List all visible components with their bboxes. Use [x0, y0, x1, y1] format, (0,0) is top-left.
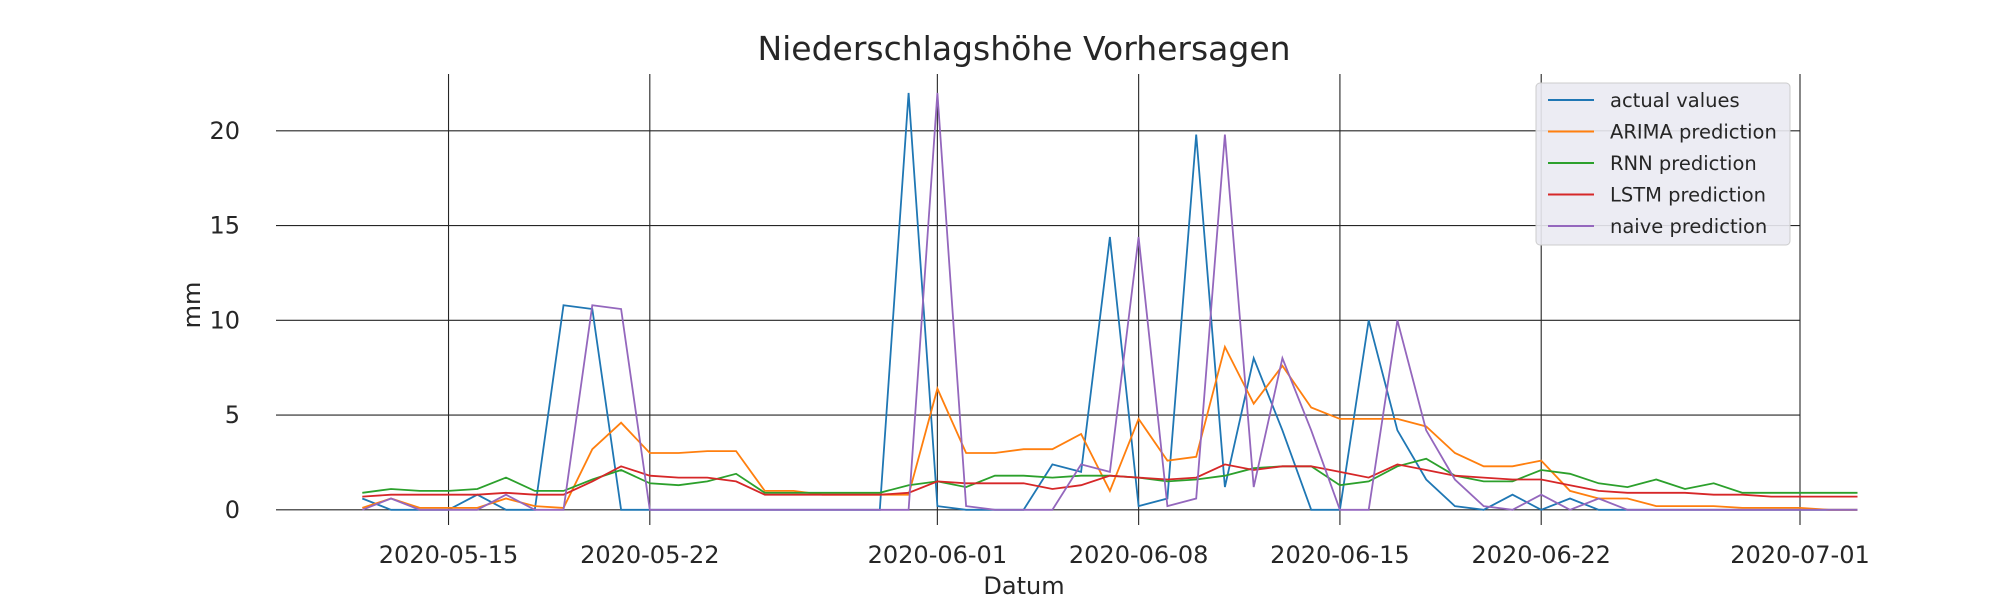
legend-item: ARIMA prediction [1548, 121, 1777, 144]
legend-label: RNN prediction [1610, 152, 1757, 175]
series-line-actual-values [361, 92, 1858, 511]
legend-label: ARIMA prediction [1610, 121, 1777, 144]
x-tick-label: 2020-06-01 [868, 541, 1007, 569]
legend: actual values ARIMA prediction RNN predict… [1535, 82, 1791, 246]
legend-item: RNN prediction [1548, 152, 1757, 175]
x-tick-label: 2020-05-22 [580, 541, 719, 569]
legend-label: actual values [1610, 89, 1740, 112]
legend-item: actual values [1548, 89, 1740, 112]
y-tick-label: 15 [209, 212, 240, 240]
legend-label: naive prediction [1610, 215, 1767, 238]
series-line-naive-prediction [361, 92, 1858, 511]
series-line-arima-prediction [362, 344, 1858, 511]
y-tick-labels: 0 5 10 15 20 [209, 117, 240, 524]
chart-title: Niederschlagshöhe Vorhersagen [757, 29, 1290, 68]
y-axis-label: mm [178, 282, 206, 329]
y-tick-label: 10 [209, 306, 240, 334]
y-tick-label: 0 [225, 496, 240, 524]
x-tick-label: 2020-06-08 [1069, 541, 1208, 569]
series-lines [361, 92, 1858, 511]
legend-item: LSTM prediction [1548, 184, 1766, 207]
legend-items: actual values ARIMA prediction RNN predict… [1548, 89, 1777, 238]
y-tick-label: 5 [225, 401, 240, 429]
x-tick-labels: 2020-05-15 2020-05-22 2020-06-01 2020-06-08… [379, 541, 1870, 569]
x-tick-label: 2020-05-15 [379, 541, 518, 569]
series-line-lstm-prediction [362, 463, 1858, 498]
x-tick-label: 2020-07-01 [1730, 541, 1869, 569]
x-tick-label: 2020-06-15 [1270, 541, 1409, 569]
legend-label: LSTM prediction [1610, 184, 1766, 207]
y-tick-label: 20 [209, 117, 240, 145]
x-tick-label: 2020-06-22 [1471, 541, 1610, 569]
legend-item: naive prediction [1548, 215, 1767, 238]
legend-box [1535, 82, 1791, 246]
x-axis-label: Datum [983, 572, 1064, 600]
